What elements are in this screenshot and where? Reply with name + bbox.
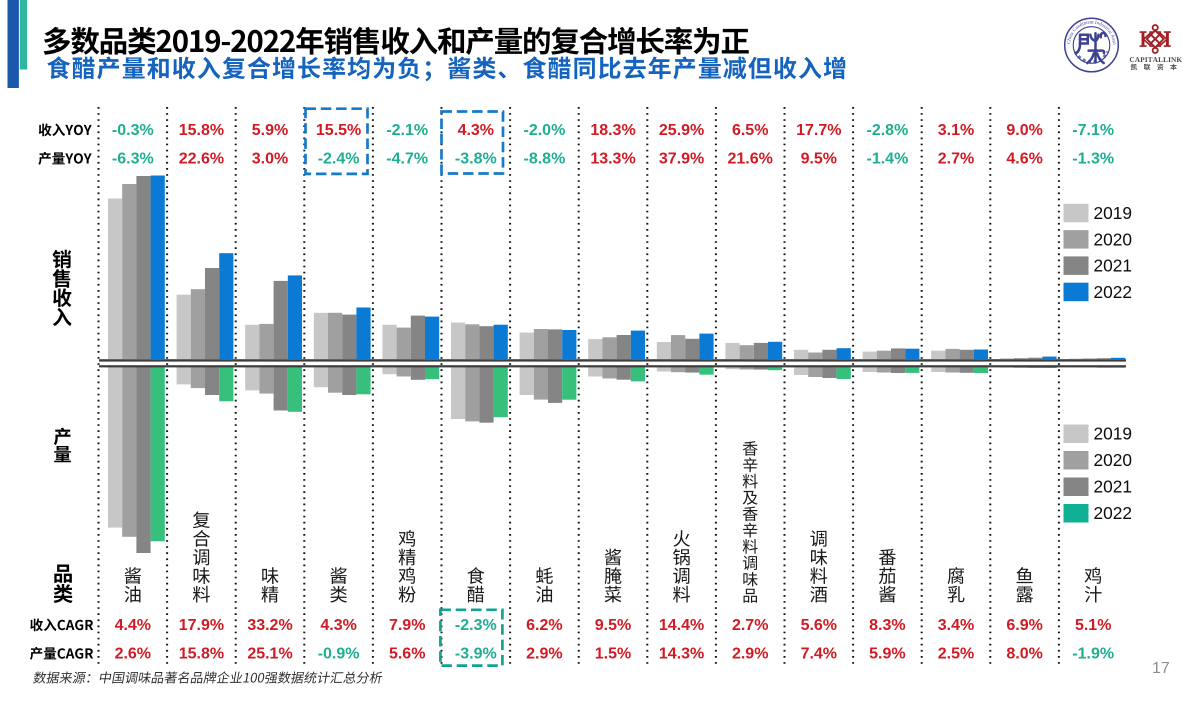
svg-text:-3.9%: -3.9%	[455, 646, 497, 663]
svg-text:-2.3%: -2.3%	[455, 617, 497, 634]
svg-text:1.5%: 1.5%	[595, 646, 631, 663]
svg-text:2.9%: 2.9%	[526, 646, 562, 663]
svg-text:-2.4%: -2.4%	[318, 151, 360, 168]
svg-text:14.4%: 14.4%	[659, 617, 704, 634]
svg-text:-6.3%: -6.3%	[112, 151, 154, 168]
svg-text:2019: 2019	[1094, 424, 1132, 444]
svg-text:21.6%: 21.6%	[728, 151, 773, 168]
svg-text:6.9%: 6.9%	[1006, 617, 1042, 634]
svg-text:22.6%: 22.6%	[179, 151, 224, 168]
svg-text:5.9%: 5.9%	[252, 122, 288, 139]
svg-text:-4.7%: -4.7%	[386, 151, 428, 168]
svg-text:8.0%: 8.0%	[1006, 646, 1042, 663]
svg-text:5.9%: 5.9%	[869, 646, 905, 663]
svg-text:2020: 2020	[1094, 450, 1132, 470]
svg-text:15.5%: 15.5%	[316, 122, 361, 139]
svg-text:2.6%: 2.6%	[115, 646, 151, 663]
svg-text:-3.8%: -3.8%	[455, 151, 497, 168]
svg-text:14.3%: 14.3%	[659, 646, 704, 663]
svg-text:2.7%: 2.7%	[938, 151, 974, 168]
svg-text:-8.8%: -8.8%	[524, 151, 566, 168]
svg-text:-1.4%: -1.4%	[867, 151, 909, 168]
svg-text:33.2%: 33.2%	[247, 617, 292, 634]
svg-text:4.3%: 4.3%	[458, 122, 494, 139]
svg-text:18.3%: 18.3%	[590, 122, 635, 139]
svg-text:-7.1%: -7.1%	[1072, 122, 1114, 139]
svg-text:6.5%: 6.5%	[732, 122, 768, 139]
svg-text:17.9%: 17.9%	[179, 617, 224, 634]
svg-text:3.0%: 3.0%	[252, 151, 288, 168]
svg-text:2.5%: 2.5%	[938, 646, 974, 663]
svg-text:3.1%: 3.1%	[938, 122, 974, 139]
svg-text:-1.3%: -1.3%	[1072, 151, 1114, 168]
svg-text:7.4%: 7.4%	[801, 646, 837, 663]
svg-text:2.9%: 2.9%	[732, 646, 768, 663]
svg-text:6.2%: 6.2%	[526, 617, 562, 634]
svg-text:5.1%: 5.1%	[1075, 617, 1111, 634]
svg-text:-1.9%: -1.9%	[1072, 646, 1114, 663]
svg-text:9.5%: 9.5%	[595, 617, 631, 634]
svg-text:4.3%: 4.3%	[320, 617, 356, 634]
svg-text:8.3%: 8.3%	[869, 617, 905, 634]
svg-text:7.9%: 7.9%	[389, 617, 425, 634]
svg-text:2022: 2022	[1094, 503, 1132, 523]
svg-text:17: 17	[1152, 660, 1170, 677]
svg-text:13.3%: 13.3%	[590, 151, 635, 168]
svg-text:-2.8%: -2.8%	[867, 122, 909, 139]
svg-text:2020: 2020	[1094, 229, 1132, 249]
svg-text:25.1%: 25.1%	[247, 646, 292, 663]
svg-text:-2.1%: -2.1%	[386, 122, 428, 139]
svg-text:9.5%: 9.5%	[801, 151, 837, 168]
svg-text:4.4%: 4.4%	[115, 617, 151, 634]
svg-text:2021: 2021	[1094, 477, 1132, 497]
svg-text:-0.3%: -0.3%	[112, 122, 154, 139]
svg-text:4.6%: 4.6%	[1006, 151, 1042, 168]
svg-text:25.9%: 25.9%	[659, 122, 704, 139]
svg-text:3.4%: 3.4%	[938, 617, 974, 634]
svg-text:17.7%: 17.7%	[796, 122, 841, 139]
svg-text:9.0%: 9.0%	[1006, 122, 1042, 139]
svg-text:5.6%: 5.6%	[801, 617, 837, 634]
svg-text:5.6%: 5.6%	[389, 646, 425, 663]
svg-text:15.8%: 15.8%	[179, 646, 224, 663]
svg-text:-0.9%: -0.9%	[318, 646, 360, 663]
svg-text:15.8%: 15.8%	[179, 122, 224, 139]
svg-text:2021: 2021	[1094, 256, 1132, 276]
svg-text:2022: 2022	[1094, 282, 1132, 302]
svg-text:2019: 2019	[1094, 203, 1132, 223]
svg-text:-2.0%: -2.0%	[524, 122, 566, 139]
svg-text:37.9%: 37.9%	[659, 151, 704, 168]
svg-text:2.7%: 2.7%	[732, 617, 768, 634]
